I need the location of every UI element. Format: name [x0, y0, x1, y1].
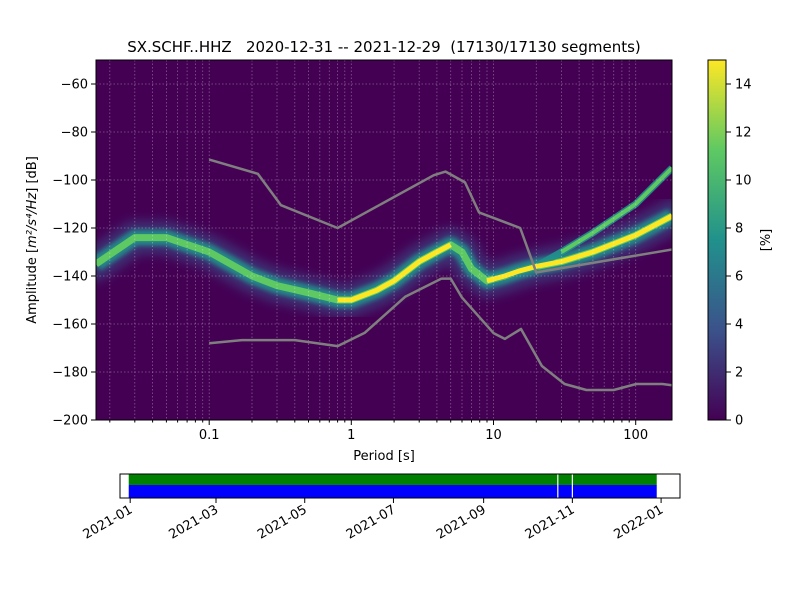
- density-layer: [96, 165, 672, 317]
- y-tick-label: −80: [61, 126, 88, 141]
- y-axis-label-prefix: Amplitude [: [25, 248, 40, 324]
- timeline-tick-label: 2021-11: [523, 502, 578, 542]
- y-tick-label: −140: [52, 270, 88, 285]
- nlnm-line: [209, 277, 672, 392]
- y-tick-label: −100: [52, 174, 88, 189]
- timeline-ticks: 2021-01 2021-03 2021-05 2021-07 2021-09 2021-…: [81, 498, 666, 543]
- colorbar-tick-label: 14: [735, 78, 752, 93]
- timeline-tick-label: 2021-01: [81, 502, 136, 542]
- colorbar-tick-label: 2: [735, 366, 743, 381]
- x-axis-ticks: 0.1 1 10 100: [109, 420, 648, 443]
- x-tick-label: 1: [347, 428, 355, 443]
- colorbar-label: [%]: [759, 229, 774, 252]
- y-axis-label-suffix: ] [dB]: [25, 156, 40, 193]
- timeline-gaps: [557, 474, 573, 498]
- timeline-tick-label: 2021-05: [255, 502, 310, 542]
- y-axis-label: Amplitude [m²/s⁴/Hz] [dB]: [25, 156, 40, 324]
- x-tick-label: 0.1: [199, 428, 220, 443]
- x-tick-label: 100: [623, 428, 648, 443]
- colorbar-tick-label: 0: [735, 414, 743, 429]
- y-tick-label: −120: [52, 222, 88, 237]
- colorbar-tick-label: 6: [735, 270, 743, 285]
- timeline-frame: [119, 473, 681, 499]
- noise-models: [208, 158, 672, 392]
- y-tick-label: −60: [61, 78, 88, 93]
- density-upper-peak: [560, 166, 672, 254]
- x-axis-label: Period [s]: [353, 449, 415, 464]
- y-axis-label-units: m²/s⁴/Hz: [25, 192, 40, 248]
- timeline-tick-label: 2021-09: [434, 502, 489, 542]
- density-peak-long-period: [486, 213, 672, 284]
- timeline-tick-label: 2021-03: [166, 502, 221, 542]
- colorbar-gradient: [707, 59, 727, 421]
- plot-area: [95, 59, 673, 421]
- colorbar-tick-label: 12: [735, 126, 752, 141]
- nhnm-line: [208, 158, 672, 274]
- timeline-tick-label: 2022-01: [612, 502, 667, 542]
- colorbar-tick-label: 10: [735, 174, 752, 189]
- y-tick-label: −180: [52, 366, 88, 381]
- timeline-top-bar: [128, 474, 657, 485]
- timeline-tick-label: 2021-07: [344, 502, 399, 542]
- timeline: 2021-01 2021-03 2021-05 2021-07 2021-09 2021-…: [81, 473, 681, 543]
- colorbar-tick-label: 8: [735, 222, 743, 237]
- plot-frame: [95, 59, 673, 421]
- timeline-bottom-bar: [128, 485, 657, 498]
- colorbar-tick-label: 4: [735, 318, 743, 333]
- density-peak-short-period: [337, 242, 452, 303]
- colorbar-ticks: 0 2 4 6 8 10 12 14: [726, 78, 752, 429]
- colorbar: 0 2 4 6 8 10 12 14 [%]: [707, 59, 774, 429]
- grid-lines: [96, 60, 672, 420]
- y-axis-ticks: −60 −80 −100 −120 −140 −160 −180 −200: [52, 78, 96, 429]
- x-tick-label: 10: [485, 428, 502, 443]
- chart-title: SX.SCHF..HHZ 2020-12-31 -- 2021-12-29 (1…: [127, 38, 641, 56]
- y-tick-label: −200: [52, 414, 88, 429]
- y-tick-label: −160: [52, 318, 88, 333]
